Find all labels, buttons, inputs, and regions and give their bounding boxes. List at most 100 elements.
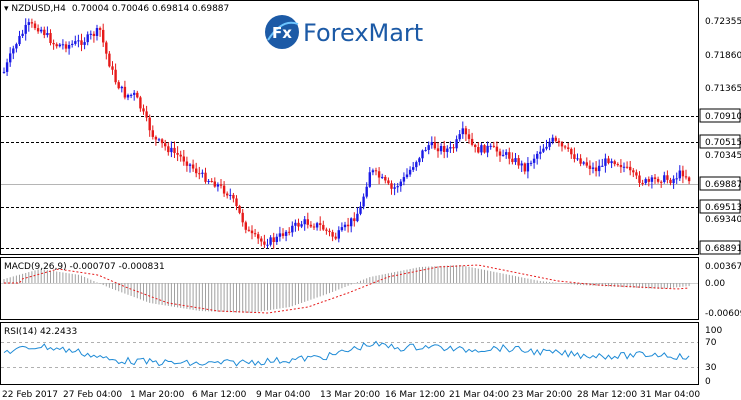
level-tag-support-1 bbox=[699, 199, 741, 214]
candle-body bbox=[15, 44, 18, 49]
candle-body bbox=[443, 146, 446, 152]
candle-body bbox=[461, 128, 464, 135]
price-axis[interactable]: 0.72355 0.71860 0.71365 0.70910 0.70515 … bbox=[699, 17, 741, 255]
candle-body bbox=[598, 165, 601, 172]
candle-body bbox=[650, 177, 654, 182]
candle-body bbox=[560, 142, 564, 147]
candle-body bbox=[532, 158, 536, 163]
candle-body bbox=[387, 180, 390, 184]
forexmart-logo: Fx ForexMart bbox=[265, 15, 423, 49]
candle-body bbox=[542, 148, 545, 152]
level-tag-resistance-2 bbox=[699, 134, 741, 149]
candle-body bbox=[36, 28, 40, 32]
candle-body bbox=[297, 222, 300, 227]
logo-mark-text: Fx bbox=[272, 24, 292, 42]
candle-body bbox=[619, 164, 623, 168]
candle-body bbox=[439, 146, 443, 152]
candle-body bbox=[257, 234, 260, 239]
candle-body bbox=[145, 111, 148, 118]
level-tag-support-2 bbox=[699, 240, 741, 255]
candle-body bbox=[238, 206, 241, 213]
candle-body bbox=[551, 137, 554, 142]
candle-body bbox=[108, 53, 111, 67]
candle-body bbox=[492, 145, 495, 147]
candle-body bbox=[319, 223, 322, 225]
candle-body bbox=[458, 134, 461, 140]
candle-body bbox=[483, 145, 486, 153]
price-tick: 0.72355 bbox=[705, 17, 741, 27]
candle-body bbox=[613, 161, 616, 165]
candle-body bbox=[601, 165, 604, 167]
candle-body bbox=[517, 158, 520, 166]
candle-body bbox=[288, 231, 291, 233]
level-tag-support-1-value: 0.69513 bbox=[705, 203, 741, 213]
candle-body bbox=[591, 167, 595, 169]
candle-body bbox=[328, 230, 331, 233]
candle-body bbox=[563, 146, 567, 148]
macd-signal-line bbox=[4, 264, 690, 314]
candle-body bbox=[247, 229, 251, 231]
candle-body bbox=[467, 134, 471, 139]
candle-body bbox=[40, 29, 43, 32]
candle-body bbox=[12, 48, 15, 54]
candle-body bbox=[179, 154, 182, 157]
rsi-title[interactable]: RSI(14) 42.2433 bbox=[4, 327, 77, 337]
candle-body bbox=[365, 186, 368, 197]
candle-body bbox=[244, 222, 247, 230]
candle-body bbox=[368, 172, 371, 187]
candlestick-series bbox=[2, 18, 691, 249]
candle-body bbox=[536, 153, 539, 159]
candle-body bbox=[98, 28, 102, 30]
candle-body bbox=[539, 151, 542, 154]
candle-body bbox=[229, 194, 232, 196]
candle-body bbox=[201, 172, 204, 174]
rsi-axis-tick: 70 bbox=[705, 338, 717, 348]
chart-symbol-arrow: ▾ bbox=[4, 4, 11, 14]
candle-body bbox=[393, 187, 396, 189]
candle-body bbox=[660, 181, 663, 183]
rsi-axis-tick: 100 bbox=[705, 326, 722, 336]
candle-body bbox=[635, 172, 638, 176]
chart-symbol[interactable]: NZDUSD,H4 bbox=[11, 4, 66, 14]
candle-body bbox=[105, 42, 108, 54]
candle-body bbox=[402, 177, 406, 182]
price-tick: 0.71860 bbox=[705, 51, 741, 61]
time-tick: 21 Mar 04:00 bbox=[449, 390, 509, 400]
candle-body bbox=[182, 156, 185, 162]
candle-body bbox=[346, 224, 350, 227]
candle-body bbox=[235, 198, 238, 207]
candle-body bbox=[331, 232, 334, 237]
candle-body bbox=[204, 172, 207, 182]
candle-body bbox=[362, 196, 365, 207]
candle-body bbox=[505, 152, 508, 155]
candle-body bbox=[520, 163, 523, 166]
svg-text:▾ NZDUSD,H40.70004 0.70046 0.6: ▾ NZDUSD,H4 0.70004 0.70046 0.69814 0.698… bbox=[4, 4, 229, 14]
candle-body bbox=[303, 219, 306, 225]
candle-body bbox=[377, 171, 381, 178]
macd-title[interactable]: MACD(9,26,9) -0.000707 -0.000831 bbox=[4, 262, 165, 272]
candle-body bbox=[545, 146, 548, 149]
candle-body bbox=[585, 162, 588, 166]
price-tick: 0.69340 bbox=[705, 215, 741, 225]
macd-axis-tick: -0.00609 bbox=[705, 309, 741, 319]
candle-body bbox=[638, 175, 641, 183]
candle-body bbox=[396, 186, 399, 188]
chart-quote: 0.70004 0.70046 0.69814 0.69887 bbox=[72, 4, 229, 14]
candle-body bbox=[5, 62, 9, 72]
candle-body bbox=[573, 154, 576, 159]
candle-body bbox=[52, 42, 55, 45]
candle-body bbox=[30, 22, 34, 24]
candle-body bbox=[139, 97, 142, 109]
candle-body bbox=[43, 29, 46, 36]
level-tag-resistance-1 bbox=[699, 108, 741, 123]
candle-body bbox=[470, 138, 474, 145]
candle-body bbox=[151, 130, 154, 137]
candle-body bbox=[647, 179, 650, 182]
candle-body bbox=[408, 169, 412, 175]
candle-body bbox=[210, 181, 213, 183]
candle-body bbox=[129, 94, 133, 96]
candle-body bbox=[579, 158, 582, 164]
candle-body bbox=[250, 230, 254, 234]
time-axis[interactable]: 22 Feb 2017 27 Feb 04:00 1 Mar 20:00 6 M… bbox=[2, 390, 700, 400]
